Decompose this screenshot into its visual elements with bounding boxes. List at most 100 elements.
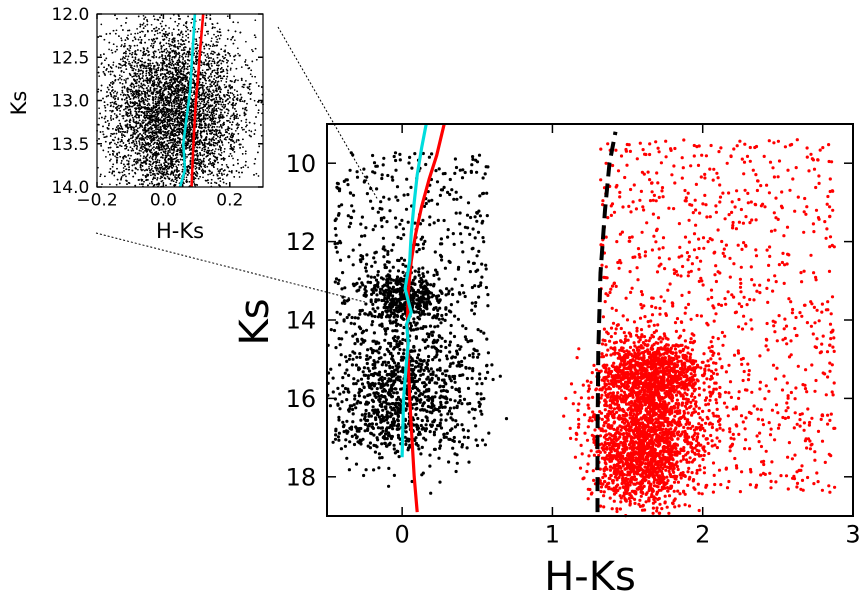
scatter-point — [750, 390, 754, 394]
scatter-point — [641, 435, 645, 439]
scatter-point — [412, 328, 416, 332]
scatter-point — [624, 334, 628, 338]
scatter-point — [420, 362, 424, 367]
scatter-point — [404, 408, 408, 412]
scatter-point — [675, 464, 680, 469]
scatter-point — [404, 207, 409, 211]
scatter-point — [416, 364, 420, 368]
scatter-point — [422, 305, 426, 309]
scatter-point — [577, 402, 581, 406]
scatter-point — [347, 468, 351, 472]
scatter-point — [335, 310, 339, 314]
scatter-point — [459, 345, 463, 349]
scatter-point — [381, 236, 385, 240]
scatter-point — [398, 287, 402, 291]
scatter-point — [718, 426, 722, 430]
scatter-point — [677, 504, 681, 508]
scatter-point — [447, 409, 452, 413]
scatter-point — [338, 392, 342, 396]
scatter-point — [409, 367, 413, 371]
scatter-point — [378, 206, 382, 211]
scatter-point — [662, 352, 666, 356]
scatter-point — [375, 349, 379, 353]
scatter-point — [394, 411, 398, 415]
scatter-point — [579, 396, 584, 400]
scatter-point — [620, 420, 625, 424]
scatter-point — [397, 309, 401, 314]
scatter-point — [656, 418, 660, 422]
scatter-point — [621, 368, 625, 372]
scatter-point — [643, 479, 647, 483]
scatter-point — [395, 398, 399, 402]
scatter-point — [341, 425, 346, 429]
scatter-point — [357, 427, 361, 431]
scatter-point — [345, 456, 349, 460]
scatter-point — [394, 401, 398, 405]
scatter-point — [388, 269, 392, 273]
scatter-point — [664, 139, 668, 143]
scatter-point — [633, 351, 637, 355]
scatter-point — [346, 214, 350, 218]
scatter-point — [394, 306, 399, 310]
scatter-point — [619, 500, 623, 504]
scatter-point — [652, 484, 657, 488]
scatter-point — [393, 338, 397, 343]
scatter-point — [395, 185, 400, 189]
scatter-point — [470, 285, 474, 290]
scatter-point — [476, 268, 480, 272]
scatter-point — [418, 400, 422, 404]
scatter-point — [786, 415, 791, 420]
scatter-point — [616, 356, 620, 360]
scatter-point — [338, 258, 343, 262]
scatter-point — [394, 324, 399, 328]
scatter-point — [382, 156, 386, 160]
scatter-point — [443, 266, 447, 270]
scatter-point — [352, 209, 356, 213]
scatter-point — [393, 216, 398, 220]
scatter-point — [479, 397, 483, 401]
scatter-point — [474, 301, 478, 305]
scatter-point — [377, 298, 381, 302]
scatter-point — [377, 341, 381, 345]
scatter-point — [373, 275, 377, 279]
scatter-point — [355, 426, 359, 431]
scatter-point — [387, 349, 391, 353]
scatter-point — [665, 475, 669, 479]
scatter-point — [421, 266, 425, 270]
scatter-point — [469, 170, 473, 174]
scatter-point — [387, 341, 391, 345]
scatter-point — [650, 488, 654, 492]
scatter-point — [587, 384, 591, 388]
scatter-point — [364, 302, 368, 306]
scatter-point — [339, 447, 343, 451]
scatter-point — [379, 356, 383, 360]
scatter-point — [613, 396, 617, 400]
scatter-point — [427, 369, 431, 373]
scatter-point — [337, 278, 341, 282]
scatter-point — [345, 398, 349, 402]
scatter-point — [631, 439, 635, 443]
scatter-point — [626, 481, 630, 485]
scatter-point — [331, 390, 335, 394]
scatter-point — [666, 337, 670, 341]
scatter-point — [702, 453, 706, 457]
scatter-point — [412, 301, 417, 305]
scatter-point — [362, 473, 366, 478]
scatter-point — [399, 236, 403, 241]
scatter-point — [337, 415, 341, 419]
scatter-point — [464, 366, 468, 370]
scatter-point — [385, 281, 389, 285]
scatter-point — [481, 438, 485, 442]
scatter-point — [655, 380, 660, 385]
scatter-point — [399, 323, 403, 327]
scatter-point — [344, 355, 348, 359]
scatter-point — [374, 422, 379, 426]
scatter-point — [352, 322, 357, 326]
scatter-point — [355, 175, 360, 179]
scatter-point — [354, 406, 358, 410]
scatter-point — [399, 358, 403, 362]
scatter-point — [334, 233, 338, 237]
scatter-point — [392, 473, 396, 477]
scatter-point — [462, 291, 466, 295]
scatter-point — [704, 396, 709, 400]
